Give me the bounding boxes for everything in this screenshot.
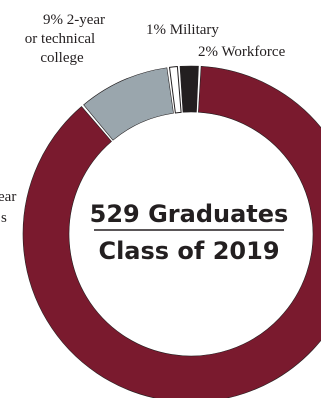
label-military: 1% Military [146,22,219,38]
label-four-year-partial-line2: s [1,210,7,226]
slice-military [168,66,182,114]
donut-slices [22,65,321,398]
slice-4-year [22,65,321,398]
slice-2-year-or-technical-college [83,67,174,141]
slice-workforce [179,65,199,113]
center-title: 529 Graduates [90,200,289,228]
center-subtitle: Class of 2019 [98,237,279,265]
label-two-year-line2: or technical [25,31,95,47]
label-two-year-line1: 9% 2-year [43,12,105,28]
label-two-year-line3: college [40,50,84,66]
label-workforce: 2% Workforce [198,44,286,60]
label-four-year-partial-line1: ear [0,189,16,205]
